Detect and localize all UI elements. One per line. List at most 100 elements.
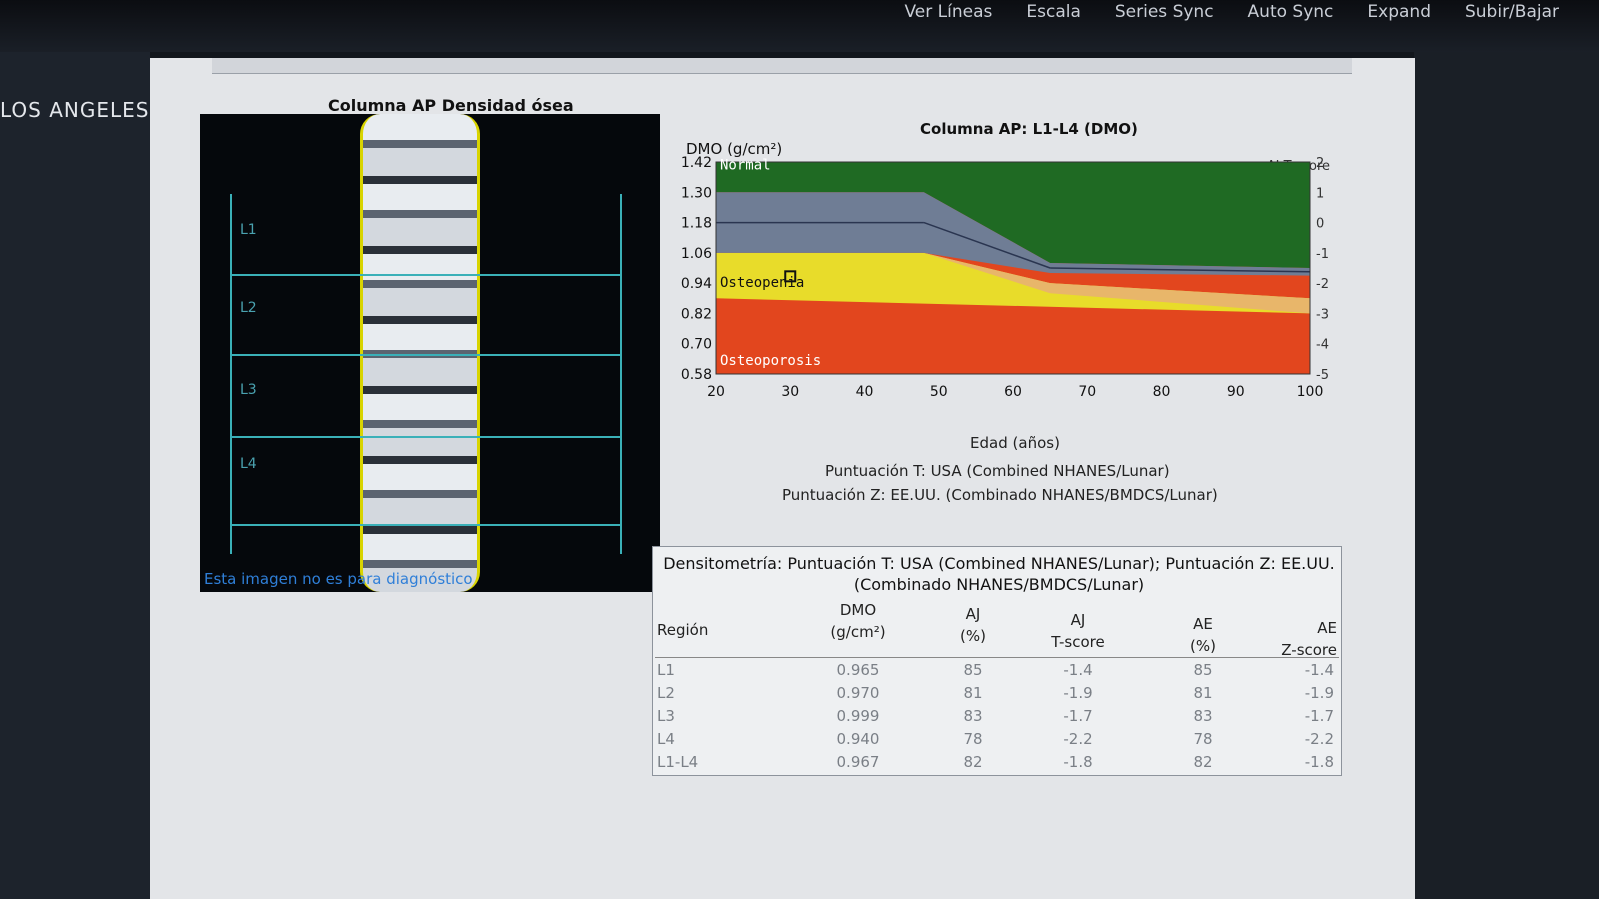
y2-tick-label: -5 <box>1316 368 1329 383</box>
cell-ae-z: -1.9 <box>1304 684 1334 702</box>
report-strip <box>212 58 1352 74</box>
y-tick-label: 1.06 <box>681 246 712 262</box>
zone-normal-reference <box>716 192 1310 276</box>
chart-x-ticks: 20 30 40 50 60 70 80 90 100 <box>707 384 1323 400</box>
y2-tick-label: 1 <box>1316 186 1324 201</box>
menu-subir-bajar[interactable]: Subir/Bajar <box>1464 2 1559 22</box>
reference-mean-line <box>1050 267 1311 273</box>
y2-tick-label: 2 <box>1316 156 1324 171</box>
zone-normal <box>716 162 1310 268</box>
cell-ae-pct: 81 <box>1193 684 1213 702</box>
y2-tick-label: 0 <box>1316 217 1324 232</box>
col-header-dmo-unit: (g/cm²) <box>830 623 886 641</box>
cell-aj-t: -1.8 <box>1063 753 1093 771</box>
cell-ae-pct: 78 <box>1193 730 1213 748</box>
x-tick-label: 80 <box>1153 384 1171 400</box>
left-panel <box>0 52 150 899</box>
cell-dmo: 0.967 <box>836 753 880 771</box>
cell-ae-z: -2.2 <box>1304 730 1334 748</box>
z-score-reference: Puntuación Z: EE.UU. (Combinado NHANES/B… <box>782 486 1218 504</box>
cell-ae-pct: 82 <box>1193 753 1213 771</box>
report-view[interactable]: Columna AP Densidad ósea L1 L2 L3 L4 Est… <box>150 58 1415 899</box>
menu-auto-sync[interactable]: Auto Sync <box>1247 2 1334 22</box>
zone-label: Normal <box>720 158 771 174</box>
table-title: Densitometría: Puntuación T: USA (Combin… <box>659 553 1339 595</box>
menu-expand[interactable]: Expand <box>1367 2 1431 22</box>
reference-mean-line <box>923 221 1051 269</box>
x-tick-label: 60 <box>1004 384 1022 400</box>
cell-dmo: 0.940 <box>836 730 880 748</box>
spine-column <box>360 114 480 592</box>
y2-tick-label: -3 <box>1316 307 1329 322</box>
col-header-ae-pct-unit: (%) <box>1190 637 1216 655</box>
cell-dmo: 0.999 <box>836 707 880 725</box>
x-tick-label: 70 <box>1078 384 1096 400</box>
menu-series-sync[interactable]: Series Sync <box>1114 2 1214 22</box>
col-header-dmo: DMO (g/cm²) <box>803 599 913 643</box>
chart-zones <box>715 161 1311 375</box>
cell-aj-pct: 83 <box>963 707 983 725</box>
col-header-region: Región <box>657 621 709 639</box>
cell-region: L3 <box>657 707 675 725</box>
chart-ylabel: DMO (g/cm²) <box>686 140 782 158</box>
chart-zone-labels: Normal Osteopenia Osteoporosis <box>720 158 821 370</box>
col-header-aj-pct-unit: (%) <box>960 627 986 645</box>
roi-line <box>230 436 620 438</box>
zone-osteopenia-aged <box>923 252 1310 314</box>
col-header-aj-t-unit: T-score <box>1051 633 1105 651</box>
table-header-divider <box>655 657 1339 658</box>
menu-escala[interactable]: Escala <box>1026 2 1081 22</box>
cell-ae-z: -1.7 <box>1304 707 1334 725</box>
right-panel <box>1414 52 1599 899</box>
x-tick-label: 100 <box>1297 384 1324 400</box>
patient-marker <box>784 270 797 283</box>
roi-line <box>230 274 620 276</box>
chart-y2-ticks: 2 1 0 -1 -2 -3 -4 -5 <box>1316 156 1329 383</box>
cell-region: L2 <box>657 684 675 702</box>
image-disclaimer: Esta imagen no es para diagnóstico <box>204 570 473 588</box>
chart-xlabel: Edad (años) <box>970 434 1060 452</box>
cell-aj-pct: 82 <box>963 753 983 771</box>
col-header-aj-pct: AJ (%) <box>943 603 1003 647</box>
col-header-dmo-name: DMO <box>839 601 877 619</box>
y2-tick-label: -2 <box>1316 277 1329 292</box>
cell-region: L1 <box>657 661 675 679</box>
bmd-chart: DMO (g/cm²) AJ T-score 1.421.301.181.060… <box>681 140 1330 452</box>
y-tick-label: 1.42 <box>681 155 712 171</box>
col-header-aj-t: AJ T-score <box>1033 609 1123 653</box>
cell-ae-pct: 85 <box>1193 661 1213 679</box>
cell-ae-z: -1.4 <box>1304 661 1334 679</box>
cell-aj-t: -1.9 <box>1063 684 1093 702</box>
chart-y-ticks: 1.42 1.30 1.18 1.06 0.94 0.82 0.70 0.58 <box>681 155 712 383</box>
x-tick-label: 20 <box>707 384 725 400</box>
col-header-ae-z-name: AE <box>1317 619 1337 637</box>
cell-aj-t: -1.7 <box>1063 707 1093 725</box>
x-tick-label: 30 <box>781 384 799 400</box>
top-toolbar: Ver Líneas Escala Series Sync Auto Sync … <box>0 0 1599 52</box>
vertebra-label: L2 <box>240 300 257 316</box>
y-tick-label: 0.70 <box>681 337 712 353</box>
cell-aj-pct: 85 <box>963 661 983 679</box>
y2-tick-label: -4 <box>1316 338 1329 353</box>
top-menu: Ver Líneas Escala Series Sync Auto Sync … <box>905 2 1560 22</box>
vertebra-label: L4 <box>240 456 257 472</box>
results-table: Densitometría: Puntuación T: USA (Combin… <box>652 546 1342 776</box>
cell-dmo: 0.965 <box>836 661 880 679</box>
plot-frame <box>715 161 1311 375</box>
vertebra-label: L3 <box>240 382 257 398</box>
y-tick-label: 0.82 <box>681 306 712 322</box>
zone-label: Osteopenia <box>720 275 804 291</box>
roi-border <box>620 194 622 554</box>
y2-tick-label: -1 <box>1316 247 1329 262</box>
x-tick-label: 90 <box>1227 384 1245 400</box>
y-tick-label: 1.18 <box>681 216 712 232</box>
x-tick-label: 40 <box>856 384 874 400</box>
chart-title: Columna AP: L1-L4 (DMO) <box>920 120 1138 138</box>
spine-image[interactable]: L1 L2 L3 L4 Esta imagen no es para diagn… <box>200 114 660 592</box>
menu-ver-lineas[interactable]: Ver Líneas <box>904 2 993 22</box>
cell-aj-pct: 81 <box>963 684 983 702</box>
cell-aj-t: -1.4 <box>1063 661 1093 679</box>
y-tick-label: 0.58 <box>681 367 712 383</box>
col-header-aj-pct-name: AJ <box>965 605 981 623</box>
col-header-ae-pct: AE (%) <box>1173 613 1233 657</box>
